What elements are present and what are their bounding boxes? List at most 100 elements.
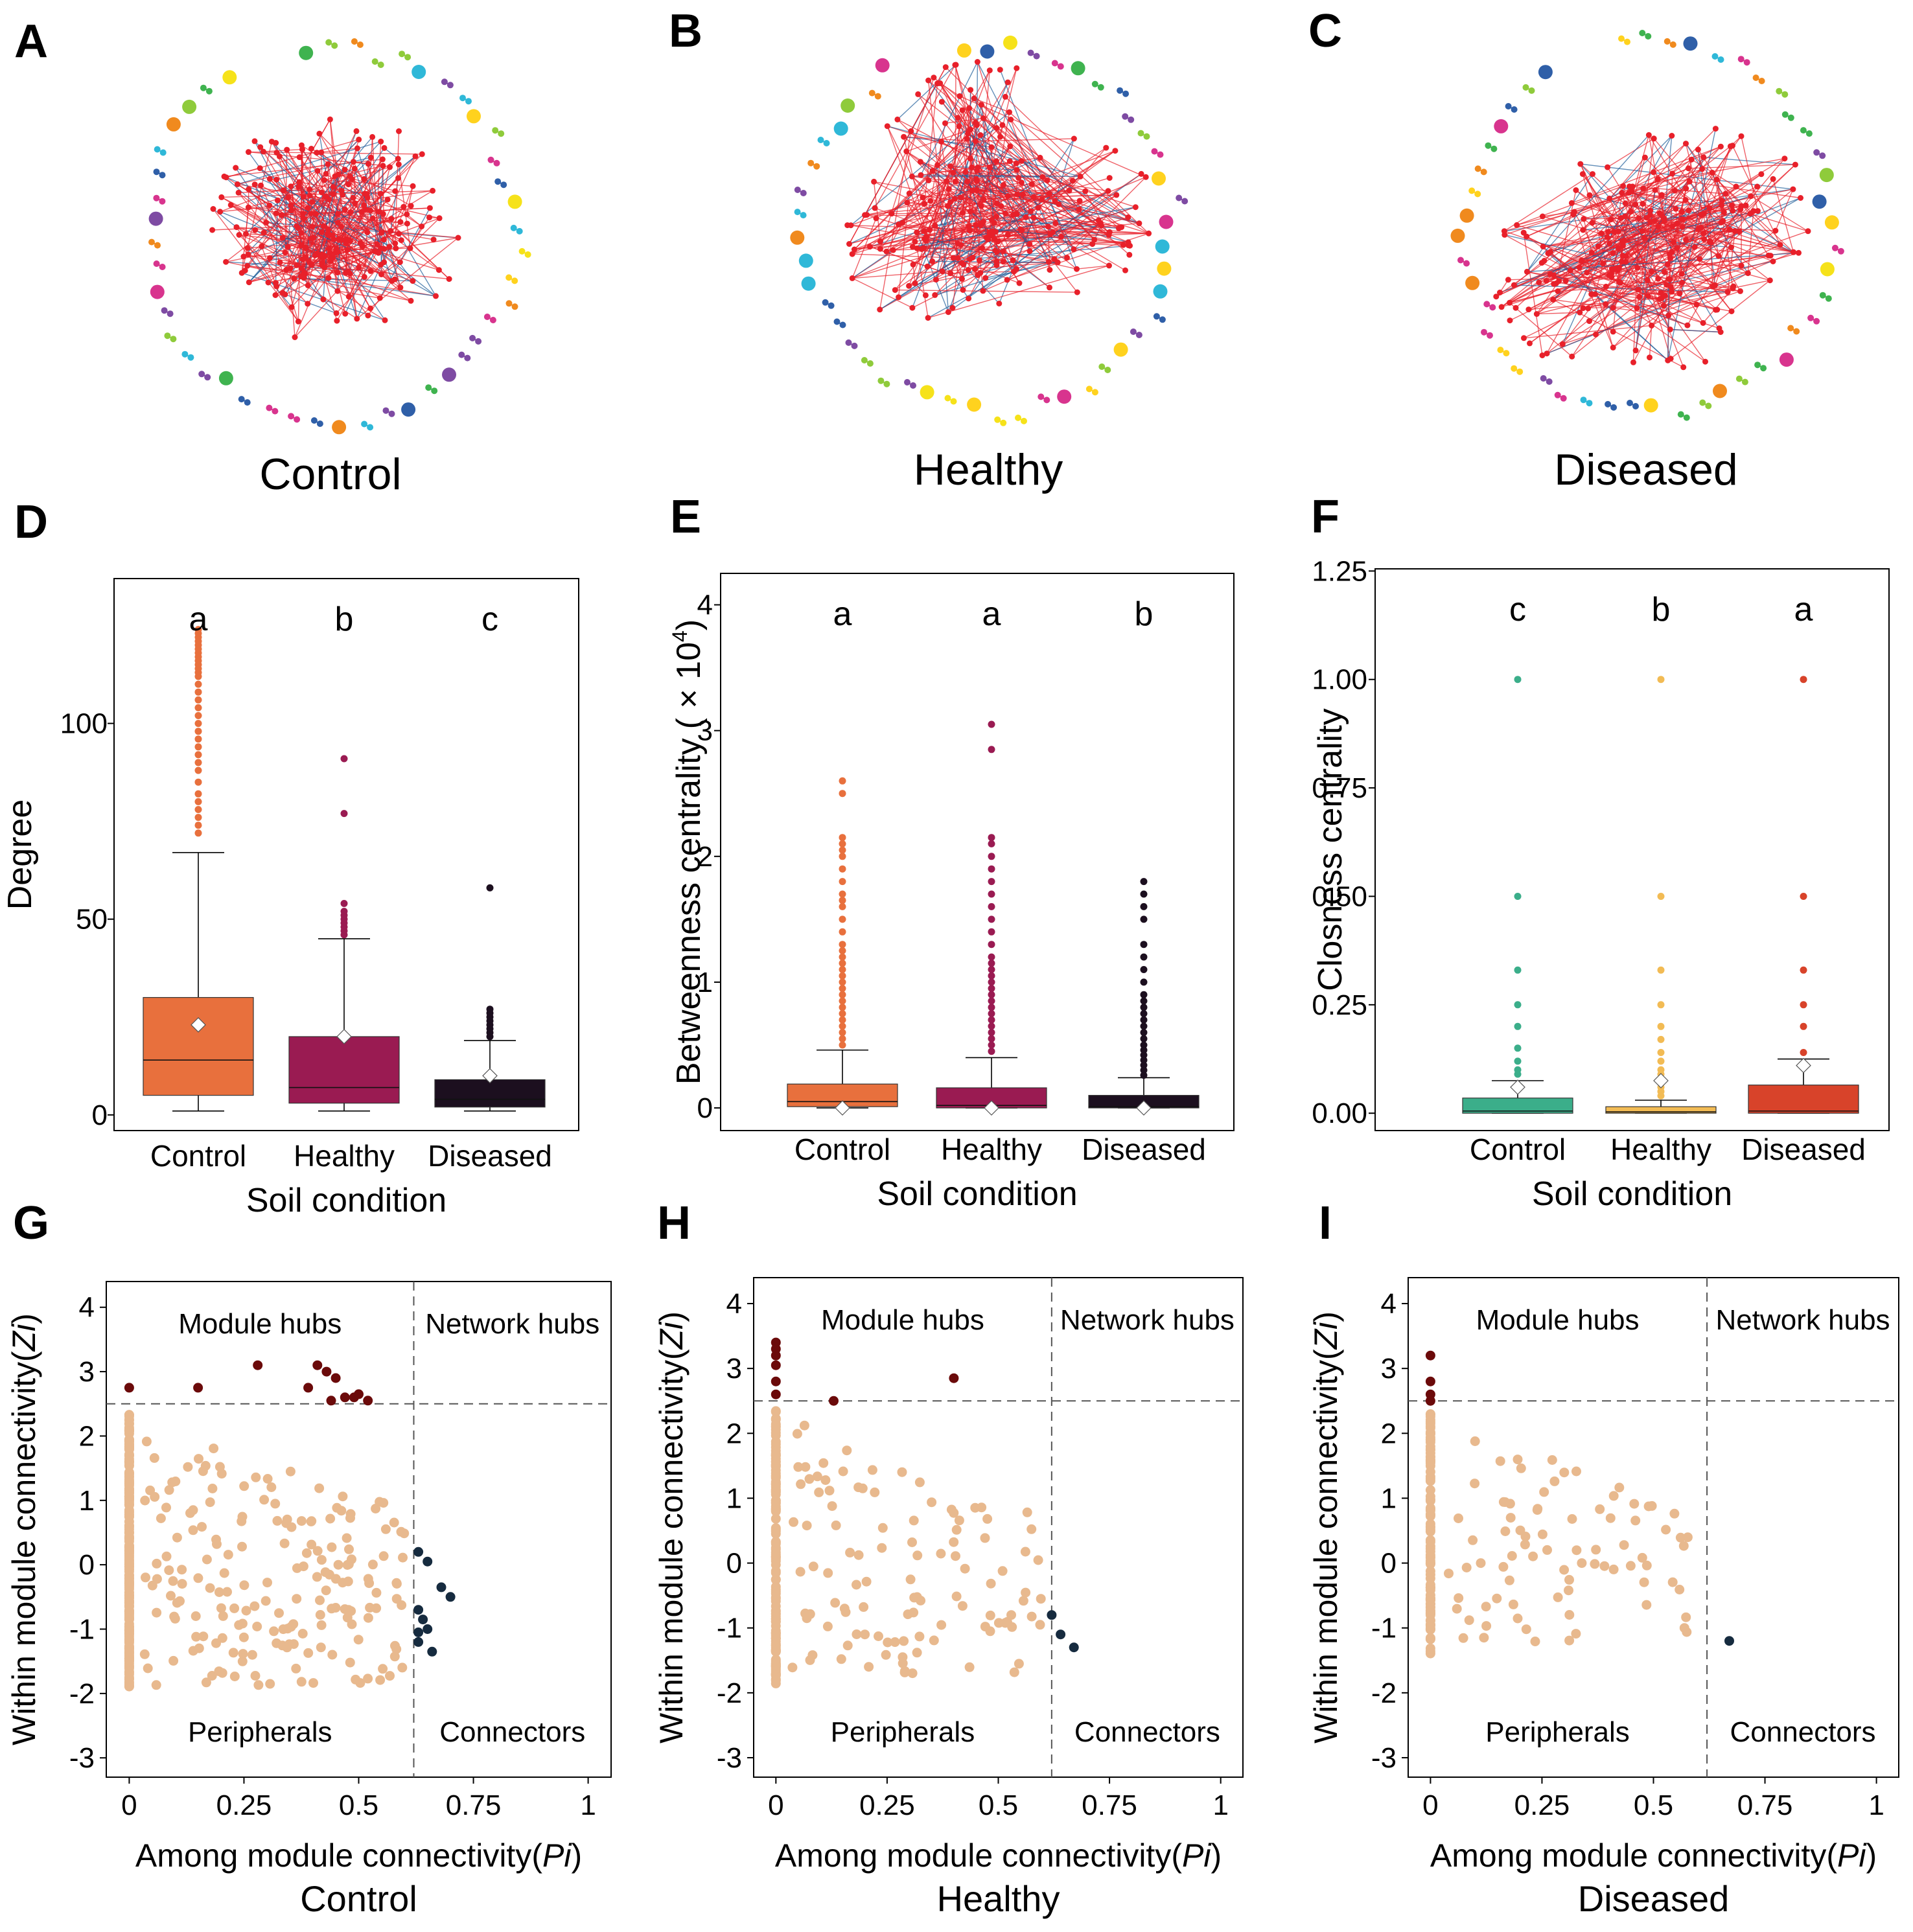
network-node xyxy=(455,235,461,241)
peripheral-point xyxy=(327,1542,337,1552)
network-node xyxy=(1683,236,1689,243)
peripheral-point xyxy=(1605,1513,1616,1523)
network-node xyxy=(1570,211,1577,218)
small-module-edge xyxy=(797,189,804,194)
network-node xyxy=(294,223,300,229)
network-node xyxy=(992,247,999,254)
peripheral-point xyxy=(909,1515,919,1526)
peripheral-point xyxy=(1018,1596,1028,1606)
network-edge xyxy=(1536,312,1580,315)
network-node xyxy=(1665,312,1672,319)
small-module-edge xyxy=(1803,130,1810,134)
network-node xyxy=(1645,132,1652,138)
outlier-point xyxy=(988,1041,995,1049)
network-node xyxy=(989,233,995,239)
outlier-point xyxy=(1140,997,1148,1005)
network-node xyxy=(934,162,941,168)
network-node xyxy=(1589,220,1595,226)
network-node xyxy=(210,206,216,212)
network-node xyxy=(367,207,374,214)
network-node xyxy=(1700,320,1706,326)
network-node xyxy=(1113,192,1120,198)
peripheral-point xyxy=(771,1406,781,1416)
network-node xyxy=(367,268,374,274)
small-module-node xyxy=(1683,36,1698,51)
network-node xyxy=(419,224,425,229)
y-tick-label: 4 xyxy=(697,590,713,621)
peripheral-point xyxy=(771,1559,781,1570)
network-node xyxy=(1641,235,1647,241)
x-tick-label: 0.75 xyxy=(446,1789,502,1821)
network-node xyxy=(1126,251,1133,258)
network-edge xyxy=(334,176,368,233)
network-node xyxy=(266,255,273,261)
network-node xyxy=(1738,133,1745,139)
peripheral-point xyxy=(836,1654,846,1664)
network-node xyxy=(1626,183,1632,190)
network-node xyxy=(273,210,279,216)
x-tick-label: 0.75 xyxy=(1082,1789,1137,1821)
x-axis-title: Soil condition xyxy=(877,1175,1077,1213)
network-node xyxy=(392,240,399,247)
outlier-point xyxy=(988,903,995,910)
peripheral-point xyxy=(1505,1499,1515,1509)
network-node xyxy=(299,256,306,262)
network-node xyxy=(407,245,413,251)
network-node xyxy=(378,229,384,236)
network-node xyxy=(395,231,402,237)
network-node xyxy=(888,211,895,217)
peripheral-point xyxy=(1470,1436,1480,1446)
peripheral-point xyxy=(771,1627,781,1638)
network-node xyxy=(1553,280,1559,286)
peripheral-point xyxy=(771,1568,781,1578)
network-node xyxy=(1039,196,1045,203)
outlier-point xyxy=(988,890,995,898)
network-edge xyxy=(932,127,997,172)
y-axis-title-close: ) xyxy=(670,619,708,630)
peripheral-point xyxy=(852,1629,862,1639)
outlier-point xyxy=(988,966,995,973)
network-node xyxy=(1673,245,1680,251)
network-edge xyxy=(994,233,1149,240)
network-edge xyxy=(973,98,1010,113)
network-node xyxy=(1082,188,1089,194)
network-node xyxy=(381,144,388,151)
network-node xyxy=(1770,259,1776,264)
peripheral-point xyxy=(378,1664,388,1674)
network-edge xyxy=(916,248,929,318)
peripheral-point xyxy=(344,1544,354,1554)
small-module-node xyxy=(920,385,934,400)
x-tick-label: 0 xyxy=(768,1789,783,1821)
network-node xyxy=(969,164,975,170)
peripheral-point xyxy=(771,1421,781,1431)
peripheral-point xyxy=(1020,1547,1030,1557)
network-edge xyxy=(1069,147,1107,191)
peripheral-point xyxy=(912,1592,922,1602)
peripheral-point xyxy=(860,1629,870,1640)
peripheral-point xyxy=(291,1663,301,1673)
network-node xyxy=(282,292,288,297)
outlier-point xyxy=(988,985,995,993)
peripheral-point xyxy=(1033,1555,1043,1565)
outlier-point xyxy=(1140,941,1148,949)
peripheral-point xyxy=(234,1620,244,1630)
network-node xyxy=(313,211,319,217)
peripheral-point xyxy=(877,1523,888,1533)
network-node xyxy=(1056,201,1062,207)
network-node xyxy=(909,305,916,311)
network-edge xyxy=(934,261,1049,296)
network-node xyxy=(318,189,325,196)
outlier-point xyxy=(194,790,202,798)
mean-marker xyxy=(336,1029,352,1044)
network-node xyxy=(973,187,980,194)
network-node xyxy=(1649,322,1655,328)
network-node xyxy=(339,236,345,243)
network-edge xyxy=(1562,259,1700,345)
y-axis-title: Within module connectivity(Zi) xyxy=(653,1311,690,1743)
small-module-node xyxy=(1643,398,1658,413)
network-edge xyxy=(934,251,1004,295)
peripheral-point xyxy=(216,1603,226,1613)
peripheral-point xyxy=(124,1477,134,1487)
network-node xyxy=(380,211,386,217)
x-tick-label: 0.5 xyxy=(339,1789,378,1821)
